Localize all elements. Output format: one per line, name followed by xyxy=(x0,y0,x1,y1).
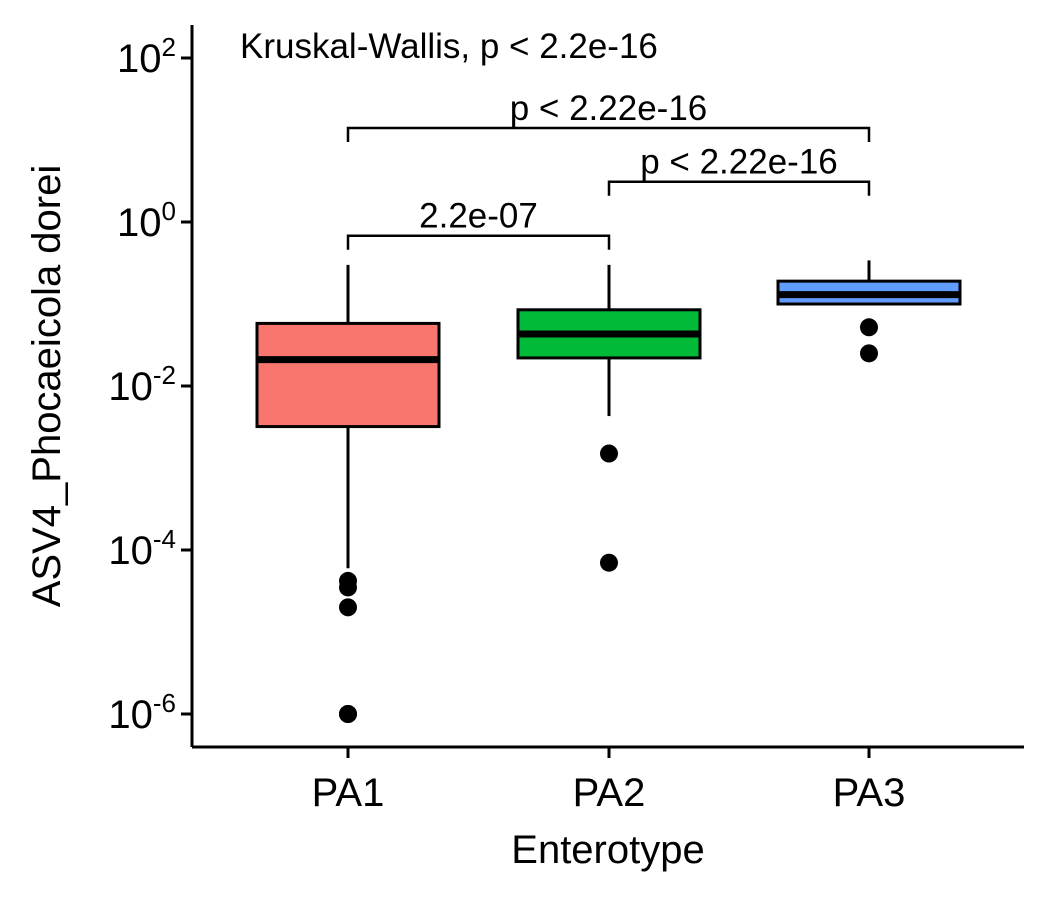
boxes xyxy=(255,260,962,723)
comparison-pa1-pa2: 2.2e-07 xyxy=(346,197,611,250)
outlier-point xyxy=(860,344,878,363)
box-pa1 xyxy=(255,264,441,723)
bracket-line xyxy=(346,234,611,250)
x-axis-title: Enterotype xyxy=(511,828,704,872)
outlier-point xyxy=(339,598,357,617)
box-body xyxy=(255,321,441,429)
box-pa3 xyxy=(776,260,962,363)
outlier-point xyxy=(339,578,357,597)
y-axis-title: ASV4_Phocaeicola dorei xyxy=(25,165,69,608)
x-tick-label-pa2: PA2 xyxy=(573,771,646,815)
x-tick-label-pa3: PA3 xyxy=(833,771,906,815)
bracket-label: p < 2.22e-16 xyxy=(640,143,838,182)
outlier-point xyxy=(339,705,357,723)
outlier-point xyxy=(600,553,618,572)
y-tick-label: 102 xyxy=(117,32,176,81)
comparison-pa1-pa3: p < 2.22e-16 xyxy=(346,89,871,143)
comparison-pa2-pa3: p < 2.22e-16 xyxy=(607,143,871,196)
y-tick-label: 10-4 xyxy=(108,524,176,573)
bracket-label: p < 2.22e-16 xyxy=(510,89,708,128)
x-tick-label-pa1: PA1 xyxy=(312,771,385,815)
y-tick-label: 10-6 xyxy=(108,688,176,737)
bracket-line xyxy=(607,180,871,196)
y-tick-label: 100 xyxy=(117,196,176,245)
bracket-label: 2.2e-07 xyxy=(419,197,538,236)
bracket-line xyxy=(346,126,871,143)
kruskal-wallis-annotation: Kruskal-Wallis, p < 2.2e-16 xyxy=(240,27,658,66)
outlier-point xyxy=(600,444,618,463)
comparison-brackets: 2.2e-07 p < 2.22e-16 p < 2.22e-16 xyxy=(346,89,871,250)
y-tick-label: 10-2 xyxy=(108,360,176,409)
box-pa2 xyxy=(516,264,702,572)
y-ticks: 10-6 10-4 10-2 100 102 xyxy=(108,32,192,737)
outlier-point xyxy=(860,318,878,337)
x-ticks: PA1 PA2 PA3 xyxy=(312,747,906,815)
